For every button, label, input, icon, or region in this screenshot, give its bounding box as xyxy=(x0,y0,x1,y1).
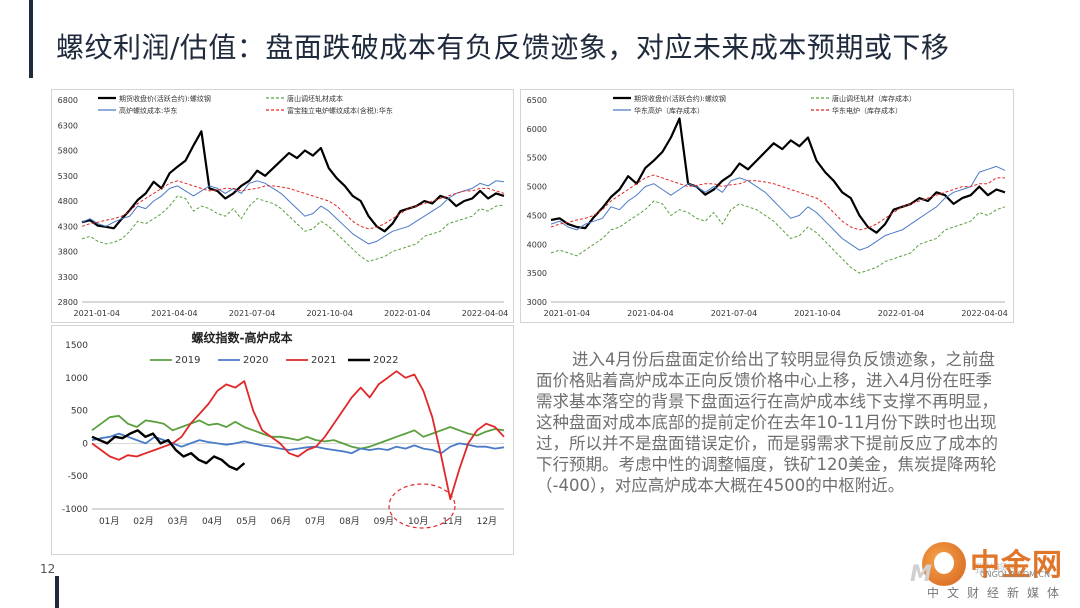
chart3-xtick-3: 04月 xyxy=(202,516,222,527)
chart1-xtick-3: 2021-10-04 xyxy=(306,309,353,318)
logo-mark: M xyxy=(910,562,932,587)
chart2-ytick-4: 5000 xyxy=(527,183,547,192)
chart1-series-0 xyxy=(81,130,505,233)
chart2-xtick-0: 2021-01-04 xyxy=(544,309,591,318)
chart3-xtick-2: 03月 xyxy=(168,516,188,527)
chart2-ytick-7: 6500 xyxy=(527,96,547,105)
chart2-legend-label-0: 期货收盘价(活跃合约):螺纹钢 xyxy=(634,94,726,103)
chart3-xtick-7: 08月 xyxy=(339,516,359,527)
chart1-legend-label-3: 富宝独立电炉螺纹成本(含税):华东 xyxy=(287,106,393,115)
chart2-ytick-6: 6000 xyxy=(527,125,547,134)
chart3-legend-label-2: 2021 xyxy=(311,355,336,366)
logo-tagline: 中文财经新媒体 xyxy=(927,586,1068,600)
chart1-ytick-5: 5300 xyxy=(58,172,78,181)
page-number: 12 xyxy=(40,562,56,576)
chart3-ytick-3: 500 xyxy=(71,407,88,417)
chart1-ytick-8: 6800 xyxy=(58,96,78,105)
chart2-series-2 xyxy=(550,165,1006,251)
chart3-series-3 xyxy=(91,429,246,471)
chart3-xtick-0: 01月 xyxy=(99,516,119,527)
chart1-xtick-2: 2021-07-04 xyxy=(229,309,275,318)
chart1-ytick-6: 5800 xyxy=(58,147,78,156)
chart2-legend-label-1: 唐山调坯轧材（库存成本） xyxy=(832,94,916,103)
chart2-ytick-1: 3500 xyxy=(527,269,547,278)
commentary-text: 进入4月份后盘面定价给出了较明显得负反馈迹象，之前盘面价格贴着高炉成本正向反馈价… xyxy=(536,350,998,495)
chart1-xtick-4: 2022-01-04 xyxy=(384,309,431,318)
chart1-ytick-7: 6300 xyxy=(58,121,78,130)
chart3-ytick-5: 1500 xyxy=(65,341,88,351)
chart2-series-3 xyxy=(550,174,1005,231)
page-title: 螺纹利润/估值：盘面跌破成本有负反馈迹象，对应未来成本预期或下移 xyxy=(56,31,950,64)
chart3-xtick-4: 05月 xyxy=(236,516,256,527)
chart2-xtick-3: 2021-10-04 xyxy=(794,309,841,318)
chart2-ytick-5: 5500 xyxy=(527,154,547,163)
chart1-ytick-0: 2800 xyxy=(58,298,78,307)
chart1-ytick-2: 3800 xyxy=(58,248,78,257)
chart1-legend-label-2: 高炉螺纹成本:华东 xyxy=(119,106,177,115)
chart1-ytick-1: 3300 xyxy=(58,273,78,282)
chart3-annotation-circle xyxy=(388,483,456,529)
chart2-ytick-2: 4000 xyxy=(527,240,547,249)
chart3-legend-label-3: 2022 xyxy=(373,355,398,366)
chart2-legend-label-3: 华东电炉（库存成本） xyxy=(832,106,902,115)
chart3-series-1 xyxy=(91,432,505,455)
chart3-xtick-8: 09月 xyxy=(374,516,394,527)
chart2-xtick-5: 2022-04-04 xyxy=(961,309,1008,318)
chart3-xtick-11: 12月 xyxy=(477,516,497,527)
logo-url: CNGOLD.COM.CN xyxy=(980,570,1051,579)
chart3-xtick-1: 02月 xyxy=(133,516,153,527)
chart3-title: 螺纹指数-高炉成本 xyxy=(192,330,293,345)
chart1-legend-label-0: 期货收盘价(活跃合约):螺纹钢 xyxy=(119,94,211,103)
chart3-legend-label-0: 2019 xyxy=(175,355,200,366)
chart1-xtick-1: 2021-04-04 xyxy=(151,309,198,318)
chart3-ytick-0: -1000 xyxy=(62,505,88,515)
footer-accent-bar xyxy=(55,576,59,608)
chart3-xtick-6: 07月 xyxy=(305,516,325,527)
chart1-ytick-3: 4300 xyxy=(58,222,78,231)
chart2-xtick-1: 2021-04-04 xyxy=(627,309,674,318)
chart1-xtick-5: 2022-04-04 xyxy=(462,309,509,318)
chart2-svg: 3000 3500 4000 4500 5000 5500 6000 6500 2021-01-… xyxy=(527,94,1008,318)
chart2-legend-label-2: 华东高炉（库存成本） xyxy=(634,106,704,115)
chart3-series-2 xyxy=(91,370,505,501)
title-accent-bar xyxy=(29,0,33,78)
chart3-legend-label-1: 2020 xyxy=(243,355,268,366)
chart2-xtick-2: 2021-07-04 xyxy=(711,309,758,318)
chart3-panel: -1000 -500 0 500 1000 1500 01月 02月 03月 04月 05月 06月 0… xyxy=(51,325,514,555)
chart3-ytick-2: 0 xyxy=(82,439,88,449)
chart1-series-3 xyxy=(81,180,505,230)
chart3-xtick-5: 06月 xyxy=(271,516,291,527)
chart3-xtick-9: 10月 xyxy=(408,516,428,527)
chart1-panel: 2800 3300 3800 4300 4800 5300 5800 6300 6800 2021… xyxy=(51,89,514,323)
chart1-ytick-4: 4800 xyxy=(58,197,78,206)
chart3-xtick-10: 11月 xyxy=(442,516,462,527)
chart2-series-0 xyxy=(550,117,1006,234)
chart3-ytick-4: 1000 xyxy=(65,374,88,384)
chart1-series-2 xyxy=(81,180,505,245)
chart2-xtick-4: 2022-01-04 xyxy=(878,309,925,318)
chart1-xtick-0: 2021-01-04 xyxy=(74,309,121,318)
logo-name: 中金网 xyxy=(970,548,1063,583)
watermark-text: 我的钢铁 xyxy=(974,562,1018,575)
chart2-ytick-3: 4500 xyxy=(527,211,547,220)
chart2-panel: 3000 3500 4000 4500 5000 5500 6000 6500 2021-01-… xyxy=(520,89,1014,323)
logo-emblem-icon xyxy=(922,542,966,586)
chart1-svg: 2800 3300 3800 4300 4800 5300 5800 6300 6800 2021… xyxy=(58,94,509,318)
chart2-series-1 xyxy=(550,200,1006,274)
chart3-ytick-1: -500 xyxy=(68,472,89,482)
chart2-ytick-0: 3000 xyxy=(527,298,547,307)
brand-logo: M 中金网 CNGOLD.COM.CN 中文财经新媒体 xyxy=(910,538,1072,604)
chart3-svg: -1000 -500 0 500 1000 1500 01月 02月 03月 04月 05月 06月 0… xyxy=(62,330,505,529)
chart1-legend-label-1: 唐山调坯轧材成本 xyxy=(287,94,343,103)
